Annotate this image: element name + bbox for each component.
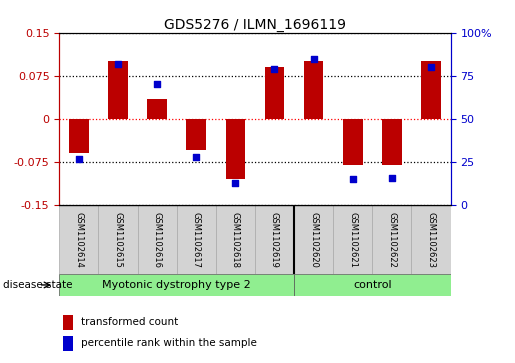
Bar [59, 205, 98, 274]
Bar [265, 67, 284, 119]
Bar [177, 205, 216, 274]
Bar [138, 205, 177, 274]
Bar [63, 336, 73, 351]
Text: percentile rank within the sample: percentile rank within the sample [81, 338, 256, 348]
Point [75, 156, 83, 162]
Point [153, 82, 161, 87]
Bar [372, 205, 411, 274]
Bar [421, 61, 441, 119]
Text: GSM1102621: GSM1102621 [348, 212, 357, 268]
Text: Myotonic dystrophy type 2: Myotonic dystrophy type 2 [102, 280, 251, 290]
Point [192, 154, 200, 160]
Bar [186, 119, 206, 151]
Text: GSM1102614: GSM1102614 [74, 212, 83, 268]
Bar [382, 119, 402, 165]
Text: GSM1102617: GSM1102617 [192, 212, 201, 268]
Text: GSM1102615: GSM1102615 [113, 212, 123, 268]
Text: GSM1102623: GSM1102623 [426, 212, 436, 268]
Text: disease state: disease state [3, 280, 72, 290]
Point [231, 180, 239, 185]
Point [270, 66, 279, 72]
Bar [294, 274, 451, 296]
Bar [63, 315, 73, 330]
Bar [304, 61, 323, 119]
Bar [108, 61, 128, 119]
Point [427, 64, 435, 70]
Text: transformed count: transformed count [81, 317, 178, 327]
Bar [216, 205, 255, 274]
Bar [98, 205, 138, 274]
Text: GSM1102620: GSM1102620 [309, 212, 318, 268]
Bar [255, 205, 294, 274]
Title: GDS5276 / ILMN_1696119: GDS5276 / ILMN_1696119 [164, 18, 346, 32]
Bar [226, 119, 245, 179]
Bar [343, 119, 363, 165]
Point [114, 61, 122, 67]
Bar [69, 119, 89, 153]
Text: GSM1102619: GSM1102619 [270, 212, 279, 268]
Bar [333, 205, 372, 274]
Point [388, 175, 396, 180]
Bar [294, 205, 333, 274]
Bar [411, 205, 451, 274]
Text: GSM1102616: GSM1102616 [152, 212, 162, 268]
Point [349, 176, 357, 182]
Bar [59, 274, 294, 296]
Text: GSM1102618: GSM1102618 [231, 212, 240, 268]
Text: GSM1102622: GSM1102622 [387, 212, 397, 268]
Bar [147, 99, 167, 119]
Point [310, 56, 318, 61]
Text: control: control [353, 280, 392, 290]
